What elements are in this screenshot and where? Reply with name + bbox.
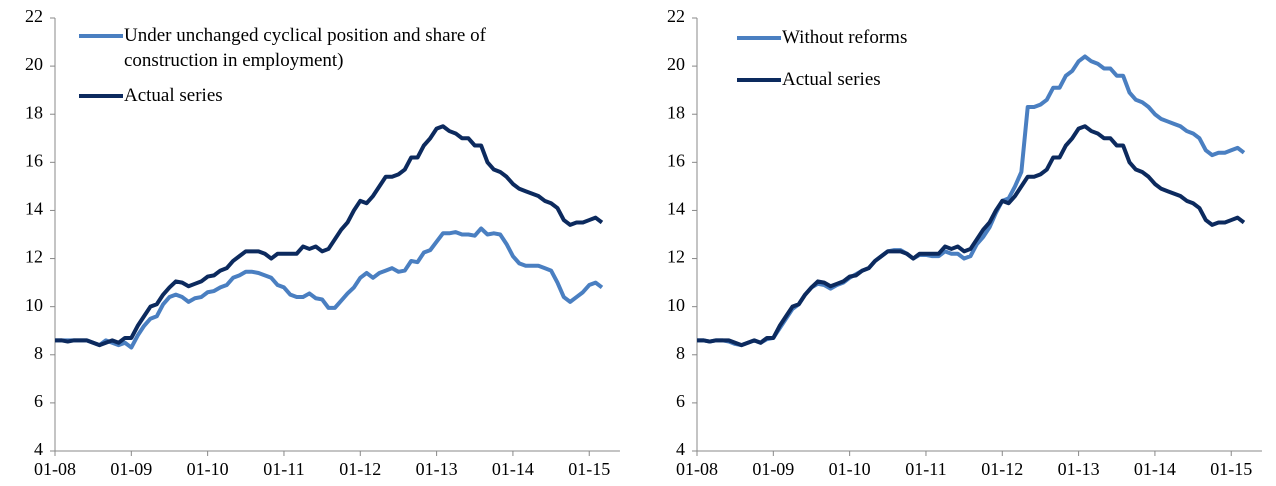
x-tick-label: 01-14 xyxy=(492,459,534,479)
y-tick-label: 14 xyxy=(25,199,43,219)
legend-label: Under unchanged cyclical position and sh… xyxy=(124,25,486,71)
series-line xyxy=(697,124,1246,348)
x-tick-label: 01-11 xyxy=(905,459,946,479)
x-tick-label: 01-11 xyxy=(263,459,304,479)
x-tick-label: 01-09 xyxy=(110,459,152,479)
y-tick-label: 20 xyxy=(667,54,685,74)
y-tick-label: 10 xyxy=(25,295,43,315)
x-tick-label: 01-13 xyxy=(1058,459,1100,479)
legend-label: Actual series xyxy=(124,85,223,106)
x-tick-label: 01-12 xyxy=(339,459,381,479)
y-tick-label: 4 xyxy=(34,439,43,459)
x-tick-label: 01-15 xyxy=(568,459,610,479)
x-tick-label: 01-10 xyxy=(829,459,871,479)
x-tick-label: 01-09 xyxy=(752,459,794,479)
x-tick-label: 01-10 xyxy=(187,459,229,479)
y-tick-label: 16 xyxy=(25,150,43,170)
y-tick-label: 12 xyxy=(25,247,43,267)
x-tick-label: 01-13 xyxy=(416,459,458,479)
y-tick-label: 6 xyxy=(676,391,685,411)
y-tick-label: 18 xyxy=(667,102,685,122)
x-tick-label: 01-15 xyxy=(1210,459,1252,479)
y-tick-label: 8 xyxy=(676,343,685,363)
legend-label: Without reforms xyxy=(782,27,908,48)
y-tick-label: 12 xyxy=(667,247,685,267)
y-tick-label: 18 xyxy=(25,102,43,122)
legend-label: Actual series xyxy=(782,69,881,90)
y-tick-label: 22 xyxy=(25,6,43,26)
y-tick-label: 6 xyxy=(34,391,43,411)
x-tick-label: 01-08 xyxy=(34,459,76,479)
x-tick-label: 01-12 xyxy=(981,459,1023,479)
y-tick-label: 10 xyxy=(667,295,685,315)
x-tick-label: 01-14 xyxy=(1134,459,1176,479)
y-tick-label: 14 xyxy=(667,199,685,219)
y-tick-label: 20 xyxy=(25,54,43,74)
y-tick-label: 8 xyxy=(34,343,43,363)
x-tick-label: 01-08 xyxy=(676,459,718,479)
y-tick-label: 4 xyxy=(676,439,685,459)
y-tick-label: 16 xyxy=(667,150,685,170)
y-tick-label: 22 xyxy=(667,6,685,26)
series-line xyxy=(697,54,1246,348)
series-line xyxy=(55,124,604,348)
series-line xyxy=(55,226,604,350)
